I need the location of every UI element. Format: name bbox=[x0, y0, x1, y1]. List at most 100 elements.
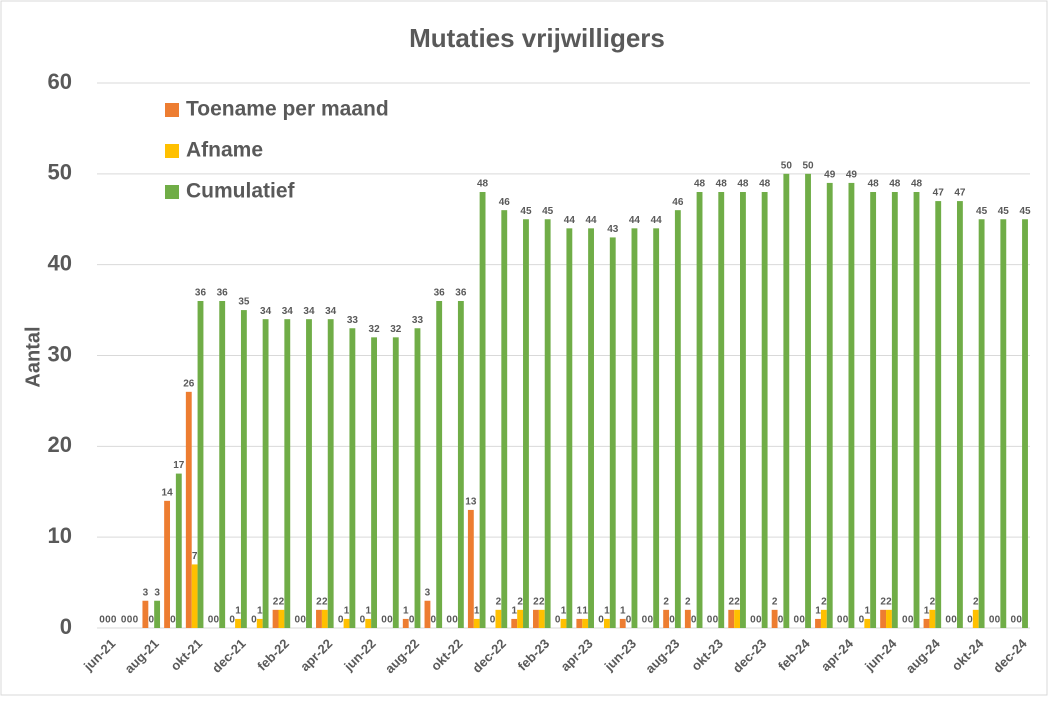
y-tick-label: 50 bbox=[48, 160, 72, 185]
data-label: 0 bbox=[642, 615, 648, 626]
bar bbox=[392, 337, 399, 628]
data-label: 0 bbox=[111, 615, 117, 626]
data-label: 1 bbox=[864, 606, 870, 617]
data-label: 0 bbox=[431, 615, 437, 626]
data-label: 13 bbox=[465, 497, 477, 508]
bar bbox=[913, 192, 920, 628]
bar bbox=[436, 301, 443, 628]
data-label: 2 bbox=[886, 596, 892, 607]
data-label: 2 bbox=[728, 596, 734, 607]
data-label: 1 bbox=[924, 606, 930, 617]
y-tick-label: 0 bbox=[60, 614, 72, 639]
bar bbox=[935, 201, 942, 629]
data-label: 32 bbox=[390, 324, 402, 335]
data-label: 46 bbox=[499, 197, 511, 208]
legend-swatch bbox=[165, 103, 179, 117]
data-label: 1 bbox=[365, 606, 371, 617]
y-tick-label: 40 bbox=[48, 250, 72, 275]
bar bbox=[235, 618, 241, 628]
bar bbox=[219, 301, 226, 628]
legend-label: Cumulatief bbox=[186, 180, 296, 203]
data-label: 0 bbox=[208, 615, 214, 626]
data-label: 2 bbox=[930, 596, 936, 607]
data-label: 7 bbox=[192, 551, 198, 562]
bar bbox=[365, 618, 372, 628]
bar bbox=[956, 201, 963, 629]
data-label: 0 bbox=[750, 615, 756, 626]
bar bbox=[185, 391, 192, 628]
bar bbox=[848, 182, 855, 628]
data-label: 0 bbox=[908, 615, 914, 626]
data-label: 33 bbox=[347, 315, 359, 326]
data-label: 2 bbox=[973, 596, 979, 607]
data-label: 0 bbox=[1016, 615, 1022, 626]
data-label: 2 bbox=[880, 596, 886, 607]
data-label: 36 bbox=[434, 288, 446, 299]
data-label: 0 bbox=[626, 615, 632, 626]
legend-label: Toename per maand bbox=[186, 98, 389, 121]
data-label: 45 bbox=[542, 206, 554, 217]
data-label: 47 bbox=[933, 188, 945, 199]
data-label: 0 bbox=[452, 615, 458, 626]
data-label: 34 bbox=[325, 306, 337, 317]
bar bbox=[826, 182, 833, 628]
data-label: 0 bbox=[707, 615, 713, 626]
data-label: 44 bbox=[651, 215, 663, 226]
bar bbox=[588, 228, 594, 629]
bar bbox=[495, 609, 502, 628]
bar bbox=[402, 618, 409, 628]
data-label: 36 bbox=[217, 288, 229, 299]
bar bbox=[538, 609, 545, 628]
data-label: 48 bbox=[716, 179, 728, 190]
bar bbox=[533, 609, 539, 628]
bar bbox=[278, 609, 285, 628]
data-label: 0 bbox=[170, 615, 176, 626]
data-label: 0 bbox=[133, 615, 139, 626]
bar bbox=[783, 173, 790, 629]
bar bbox=[891, 192, 898, 628]
bar bbox=[674, 210, 681, 628]
data-label: 2 bbox=[322, 596, 328, 607]
bar bbox=[272, 609, 279, 628]
data-label: 48 bbox=[868, 179, 880, 190]
legend-swatch bbox=[165, 185, 179, 199]
data-label: 0 bbox=[338, 615, 344, 626]
bar bbox=[864, 618, 871, 628]
data-label: 14 bbox=[162, 487, 174, 498]
bar bbox=[511, 618, 518, 628]
data-label: 1 bbox=[577, 606, 583, 617]
bar bbox=[576, 618, 583, 628]
bar bbox=[886, 609, 892, 628]
data-label: 0 bbox=[989, 615, 995, 626]
data-label: 0 bbox=[446, 615, 452, 626]
data-label: 0 bbox=[859, 615, 865, 626]
bar bbox=[582, 618, 589, 628]
data-label: 26 bbox=[183, 378, 195, 389]
data-label: 44 bbox=[564, 215, 576, 226]
data-label: 0 bbox=[951, 615, 957, 626]
data-label: 48 bbox=[759, 179, 771, 190]
data-label: 0 bbox=[713, 615, 719, 626]
data-label: 0 bbox=[945, 615, 951, 626]
data-label: 1 bbox=[815, 606, 821, 617]
bar bbox=[566, 228, 573, 629]
data-label: 47 bbox=[954, 188, 966, 199]
data-label: 0 bbox=[967, 615, 973, 626]
data-label: 0 bbox=[387, 615, 393, 626]
data-label: 2 bbox=[539, 596, 545, 607]
bar bbox=[929, 609, 936, 628]
bar bbox=[517, 609, 524, 628]
data-label: 0 bbox=[648, 615, 654, 626]
y-tick-label: 10 bbox=[48, 523, 72, 548]
data-label: 0 bbox=[294, 615, 300, 626]
data-label: 0 bbox=[105, 615, 111, 626]
bar bbox=[728, 609, 735, 628]
data-label: 45 bbox=[976, 206, 988, 217]
data-label: 2 bbox=[273, 596, 279, 607]
data-label: 1 bbox=[561, 606, 567, 617]
data-label: 0 bbox=[555, 615, 561, 626]
bar bbox=[820, 609, 827, 628]
bar bbox=[306, 319, 312, 628]
bar bbox=[1022, 219, 1028, 628]
